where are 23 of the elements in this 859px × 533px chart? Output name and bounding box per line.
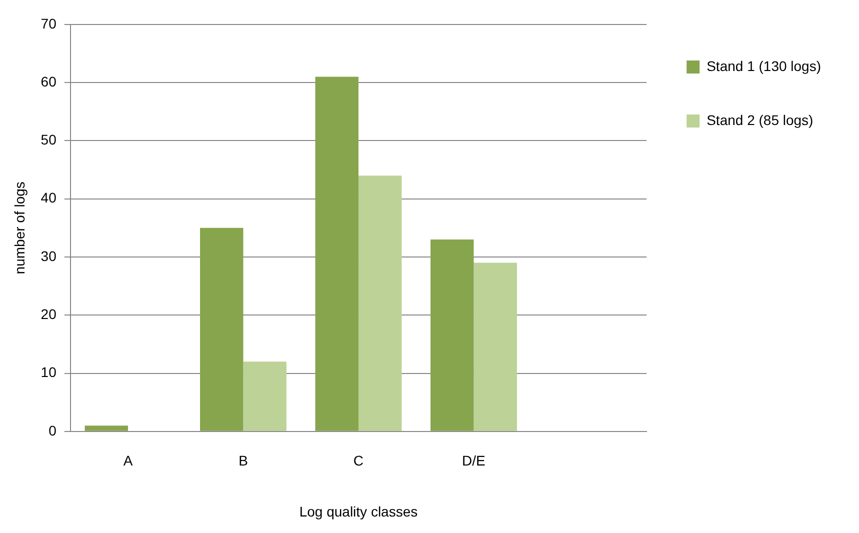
x-tick-label: A <box>123 452 134 469</box>
y-tick-label: 70 <box>40 15 57 32</box>
y-tick-label: 0 <box>48 422 57 438</box>
bar <box>84 426 128 431</box>
bar <box>243 362 286 431</box>
x-tick-label: C <box>353 452 364 469</box>
y-tick-label: 40 <box>40 190 57 206</box>
x-axis-title: Log quality classes <box>299 503 418 520</box>
bar <box>474 262 517 431</box>
x-tick-label: B <box>238 452 248 469</box>
y-tick-label: 60 <box>40 73 57 90</box>
bar <box>315 76 358 431</box>
bar <box>358 176 402 431</box>
y-axis-title: number of logs <box>11 182 28 274</box>
y-tick-label: 50 <box>40 132 57 148</box>
bar <box>430 240 474 431</box>
y-tick-label: 30 <box>40 248 57 264</box>
y-tick-label: 20 <box>40 306 57 322</box>
legend-label: Stand 1 (130 logs) <box>706 58 821 74</box>
y-tick-label: 10 <box>40 364 57 380</box>
x-tick-label: D/E <box>462 452 486 469</box>
legend-label: Stand 2 (85 logs) <box>706 112 814 128</box>
bar <box>200 228 244 431</box>
